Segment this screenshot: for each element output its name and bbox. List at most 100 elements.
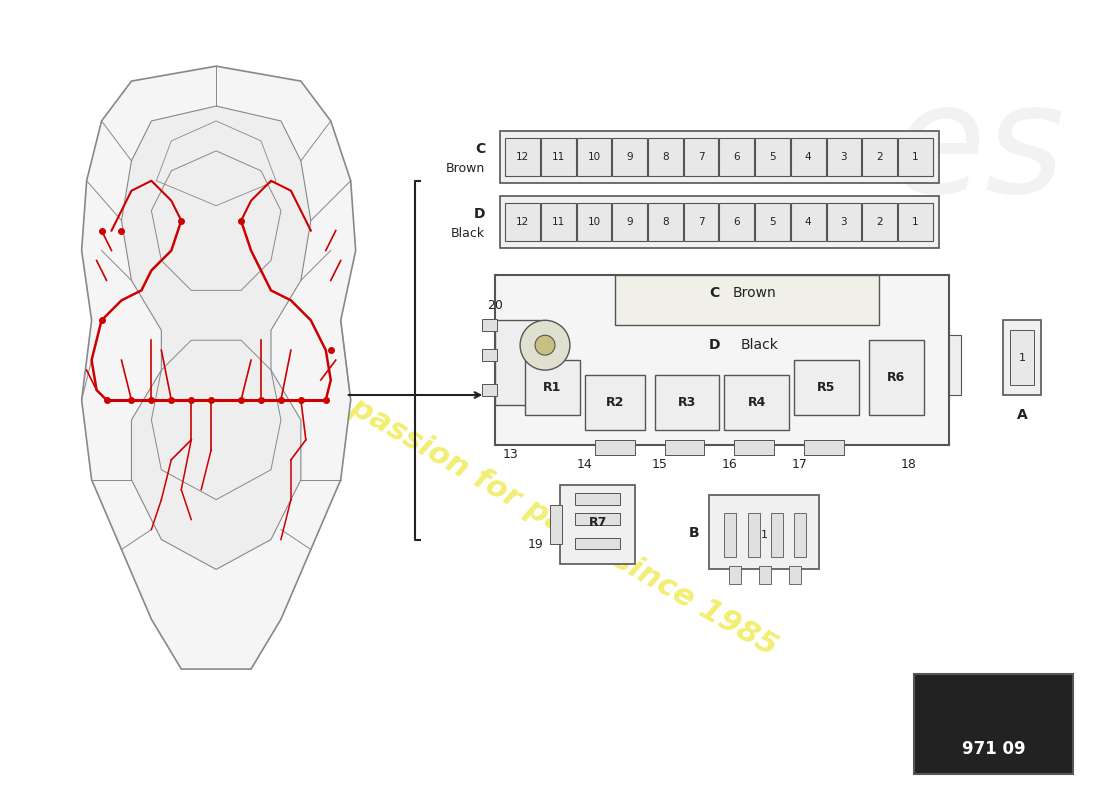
Bar	[505, 202, 540, 241]
Bar	[595, 440, 635, 455]
Polygon shape	[81, 66, 355, 669]
Text: 14: 14	[578, 458, 593, 471]
Bar	[725, 375, 789, 430]
Circle shape	[535, 335, 556, 355]
Text: es: es	[892, 76, 1065, 226]
Bar	[550, 505, 562, 545]
Text: D: D	[708, 338, 720, 352]
Bar	[684, 138, 718, 176]
Text: 1: 1	[761, 530, 768, 539]
Bar	[791, 138, 825, 176]
Text: 15: 15	[651, 458, 668, 471]
Bar	[664, 440, 704, 455]
Bar	[482, 319, 497, 331]
Text: 8: 8	[662, 217, 669, 226]
Bar	[804, 440, 844, 455]
Circle shape	[520, 320, 570, 370]
Bar	[613, 138, 647, 176]
Bar	[898, 138, 933, 176]
Text: 3: 3	[840, 217, 847, 226]
Text: 5: 5	[769, 152, 776, 162]
Text: 11: 11	[551, 217, 564, 226]
Text: 971 09: 971 09	[961, 740, 1025, 758]
Bar	[719, 138, 755, 176]
Bar	[826, 138, 861, 176]
Text: R2: R2	[606, 396, 624, 409]
Bar	[729, 566, 741, 584]
Bar	[505, 138, 540, 176]
Text: R7: R7	[588, 516, 607, 529]
Bar	[613, 202, 647, 241]
Text: 16: 16	[722, 458, 737, 471]
Text: 4: 4	[805, 152, 812, 162]
Text: 19: 19	[527, 538, 543, 551]
Bar	[725, 513, 736, 558]
Bar	[525, 360, 580, 415]
Text: 1: 1	[1019, 353, 1026, 363]
Text: R6: R6	[888, 371, 905, 384]
Text: C: C	[475, 142, 485, 156]
Bar	[615, 275, 879, 326]
Bar	[914, 674, 1074, 774]
Bar	[755, 138, 790, 176]
Text: 7: 7	[697, 152, 704, 162]
Bar	[575, 538, 619, 550]
Bar	[898, 202, 933, 241]
Text: 1: 1	[912, 152, 918, 162]
Bar	[710, 494, 820, 570]
Text: Brown: Brown	[733, 286, 777, 300]
Bar	[575, 493, 619, 505]
Bar	[748, 513, 760, 558]
Text: 4: 4	[805, 217, 812, 226]
Text: 11: 11	[551, 152, 564, 162]
Bar	[541, 202, 575, 241]
Text: 12: 12	[516, 217, 529, 226]
Text: 9: 9	[626, 152, 632, 162]
Text: C: C	[710, 286, 719, 300]
Bar	[755, 202, 790, 241]
Bar	[948, 335, 960, 395]
Text: 2: 2	[877, 152, 883, 162]
Text: R3: R3	[678, 396, 696, 409]
Text: 2: 2	[877, 217, 883, 226]
Bar	[560, 485, 635, 565]
Bar	[794, 513, 806, 558]
Bar	[575, 513, 619, 525]
Text: a passion for parts since 1985: a passion for parts since 1985	[318, 377, 782, 662]
Text: 5: 5	[769, 217, 776, 226]
Bar	[1003, 320, 1042, 395]
Text: 20: 20	[487, 299, 503, 312]
Bar	[585, 375, 645, 430]
Bar	[576, 202, 612, 241]
Text: B: B	[690, 526, 700, 539]
Text: R5: R5	[817, 381, 836, 394]
Bar	[791, 202, 825, 241]
Text: 6: 6	[734, 217, 740, 226]
Bar	[576, 138, 612, 176]
Bar	[771, 513, 783, 558]
Text: 10: 10	[587, 217, 601, 226]
Bar	[495, 275, 948, 445]
Bar	[735, 440, 774, 455]
Text: 6: 6	[734, 152, 740, 162]
Text: Black: Black	[740, 338, 778, 352]
Text: 9: 9	[626, 217, 632, 226]
Text: 8: 8	[662, 152, 669, 162]
Text: 3: 3	[840, 152, 847, 162]
Text: A: A	[1018, 408, 1027, 422]
Bar	[862, 138, 896, 176]
Bar	[1011, 330, 1034, 385]
Bar	[500, 196, 938, 247]
Text: R4: R4	[748, 396, 766, 409]
Text: 10: 10	[587, 152, 601, 162]
Bar	[654, 375, 719, 430]
Bar	[826, 202, 861, 241]
Bar	[719, 202, 755, 241]
Text: D: D	[474, 206, 485, 221]
Text: 13: 13	[503, 448, 518, 462]
Text: 12: 12	[516, 152, 529, 162]
Bar	[862, 202, 896, 241]
Text: 7: 7	[697, 217, 704, 226]
Text: 17: 17	[791, 458, 807, 471]
Bar	[789, 566, 801, 584]
